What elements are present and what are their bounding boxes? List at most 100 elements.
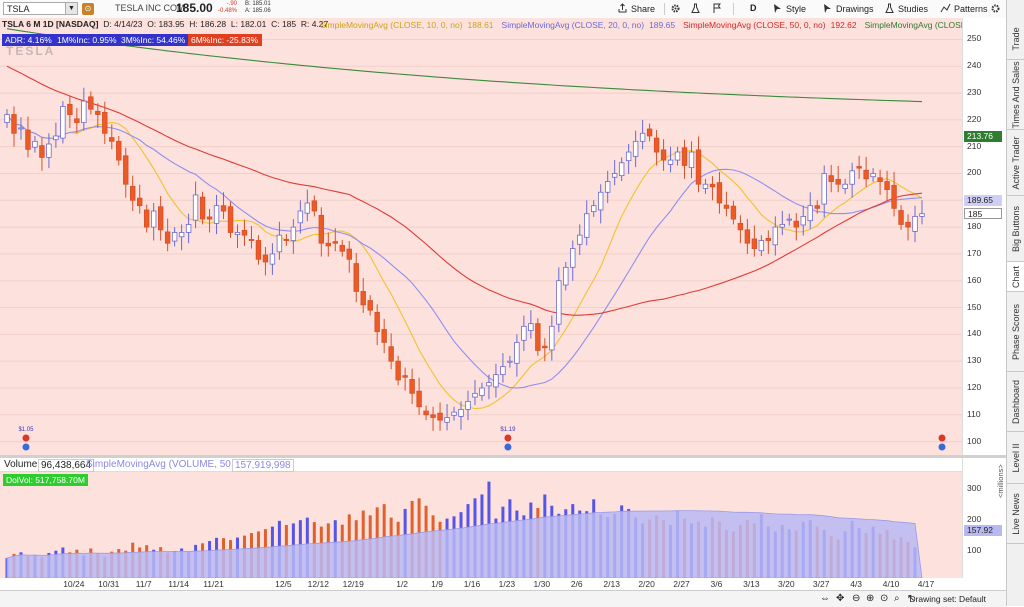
candle [304, 189, 311, 222]
event-dot-icon [22, 443, 30, 451]
candle-body [660, 149, 667, 161]
date-axis[interactable]: 10/24 10/31 11/7 11/14 11/21 12/5 12/12 12/19 1/… [0, 578, 962, 590]
tab-active-trader[interactable]: Active Trader [1007, 130, 1024, 196]
pane-divider[interactable] [0, 455, 1006, 458]
candle [632, 130, 639, 168]
price-chart[interactable]: $1.05 $1.19 [0, 18, 962, 455]
candle-body [290, 226, 297, 241]
flask-button[interactable] [690, 3, 701, 14]
tab-trade[interactable]: Trade [1007, 18, 1024, 60]
tab-chart[interactable]: Chart [1007, 262, 1024, 292]
price-axis[interactable]: 2502402302202102001901801701601501401301… [962, 18, 1007, 455]
volume-chart[interactable] [0, 458, 962, 579]
earnings-marker[interactable]: $1.19 [500, 427, 516, 451]
drawings-button[interactable]: Drawings [822, 3, 874, 14]
candle [46, 133, 52, 169]
tab-label: Times And Sales [1011, 60, 1021, 129]
candle-body [416, 390, 422, 408]
volume-value: 96,438,664 [38, 459, 95, 472]
candle [591, 200, 597, 217]
candle-body [835, 178, 841, 185]
candle [695, 136, 702, 193]
zoom-fit-icon[interactable]: ⊙ [880, 593, 889, 604]
symbol-input[interactable]: TSLA ▼ [3, 2, 78, 15]
candle [486, 374, 492, 400]
candle [185, 213, 192, 244]
candle [849, 162, 855, 198]
candle-body [95, 110, 101, 115]
studies-button[interactable]: Studies [884, 3, 928, 14]
header-close: C: 185 [271, 19, 297, 29]
candle [353, 252, 359, 303]
candle-body [325, 242, 331, 247]
candle-body [164, 231, 171, 244]
candle [171, 227, 178, 247]
candle [360, 278, 366, 313]
date-tick: 10/31 [98, 579, 120, 589]
cursor-icon[interactable]: ↖ [907, 593, 916, 604]
candle [444, 404, 450, 431]
candle-body [137, 197, 143, 207]
gear-button[interactable] [990, 3, 1001, 14]
candle [297, 200, 304, 234]
candle [730, 200, 737, 225]
candle-body [814, 205, 820, 209]
gear-icon [671, 4, 680, 13]
candle [814, 200, 820, 214]
candle-body [772, 226, 779, 246]
tab-phase-scores[interactable]: Phase Scores [1007, 292, 1024, 372]
header-low: L: 182.01 [230, 19, 267, 29]
tab-times-and-sales[interactable]: Times And Sales [1007, 60, 1024, 130]
style-button[interactable]: Style [772, 3, 806, 14]
price-tick: 210 [967, 140, 982, 151]
tab-level-ii[interactable]: Level II [1007, 432, 1024, 484]
zoom-out-icon[interactable]: ⊖ [852, 593, 861, 604]
candle-body [577, 234, 583, 245]
drawing-set-label[interactable]: Drawing set: Default [909, 594, 986, 604]
tab-live-news[interactable]: Live News [1007, 484, 1024, 544]
candle-body [709, 183, 716, 188]
header-high: H: 186.28 [189, 19, 227, 29]
study-sma200[interactable]: SimpleMovingAvg (CLOSE, 200,... [865, 19, 995, 31]
candle-body [227, 206, 234, 233]
candle-body [898, 210, 904, 225]
volume-header: Volume 96,438,664 SimpleMovingAvg (VOLUM… [0, 458, 962, 472]
candle-body [688, 151, 695, 168]
candle [751, 225, 758, 257]
earnings-marker[interactable]: $1.05 [18, 427, 34, 451]
candle-body [535, 323, 541, 351]
timeframe-button[interactable]: D [750, 3, 757, 13]
date-tick: 4/17 [917, 579, 935, 589]
flag-button[interactable] [712, 3, 723, 14]
patterns-button[interactable]: Patterns [940, 3, 988, 14]
candle-body [444, 417, 450, 423]
candle [625, 144, 632, 175]
date-tick: 2/27 [673, 579, 690, 589]
tab-big-buttons[interactable]: Big Buttons [1007, 196, 1024, 262]
settings-button[interactable] [670, 3, 681, 14]
symbol-dropdown-icon[interactable]: ▼ [65, 3, 77, 14]
candle-body [451, 411, 457, 416]
study-sma50[interactable]: SimpleMovingAvg (CLOSE, 50, 0, no) 192.6… [683, 19, 859, 31]
study-sma10[interactable]: SimpleMovingAvg (CLOSE, 10, 0, no) 188.6… [320, 19, 496, 31]
expand-icon[interactable]: ⇔ [820, 593, 830, 604]
future-event-marker[interactable] [938, 434, 946, 451]
volume-chart-svg[interactable] [0, 458, 962, 579]
lock-icon[interactable]: ⊙ [82, 3, 94, 15]
price-tick: 170 [967, 247, 982, 258]
zoom-in-icon[interactable]: ⊕ [866, 593, 875, 604]
candle [206, 208, 213, 233]
candle [716, 171, 723, 214]
search-icon[interactable]: ⌕ [894, 593, 900, 604]
study-sma20[interactable]: SimpleMovingAvg (CLOSE, 20, 0, no) 189.6… [502, 19, 678, 31]
candle-body [786, 218, 792, 221]
candle-body [130, 185, 136, 201]
volume-axis[interactable]: 300 200 100 157.92 <millions> [962, 458, 1007, 578]
price-chart-svg[interactable]: $1.05 $1.19 [0, 18, 962, 455]
tab-dashboard[interactable]: Dashboard [1007, 372, 1024, 432]
candle-body [374, 311, 380, 333]
pan-icon[interactable]: ✥ [836, 593, 845, 604]
share-button[interactable]: Share [617, 3, 655, 14]
candle [779, 211, 786, 236]
tesla-watermark: TESLA [6, 44, 56, 58]
